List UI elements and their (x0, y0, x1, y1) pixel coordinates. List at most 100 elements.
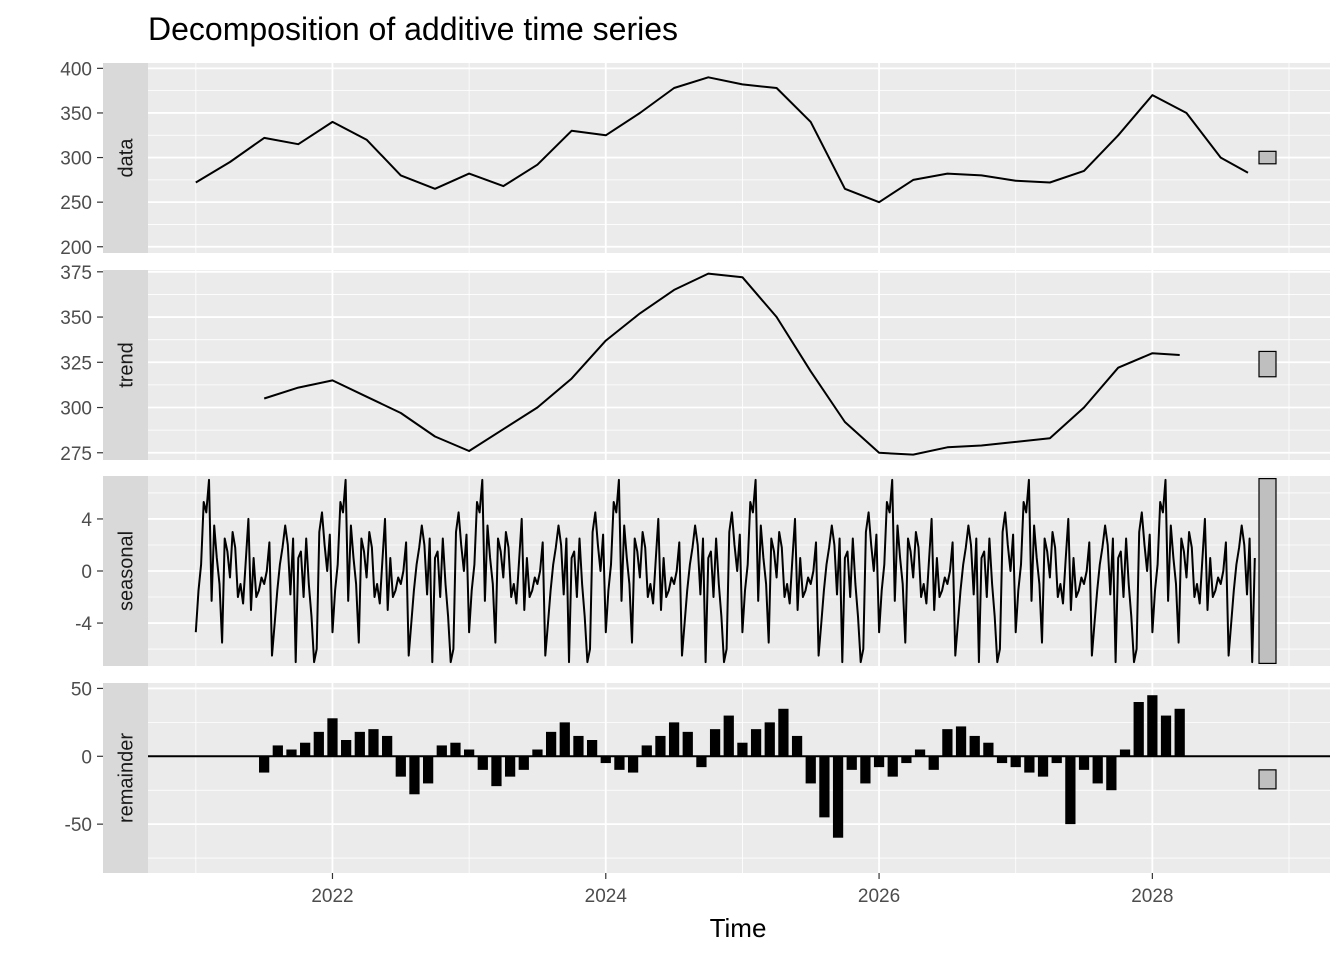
remainder-bar (709, 729, 721, 757)
remainder-bar (532, 749, 543, 757)
remainder-bar (463, 749, 475, 757)
remainder-bar (914, 749, 926, 757)
seasonal-series (194, 478, 1256, 664)
remainder-bar (942, 729, 953, 757)
strip-data (103, 63, 148, 253)
remainder-bar (627, 756, 639, 773)
y-tick-label: 375 (60, 263, 92, 284)
remainder-bar (1037, 756, 1049, 777)
remainder-bar (655, 735, 666, 757)
y-tick-label: -4 (75, 614, 92, 635)
y-tick-label: 0 (81, 747, 92, 768)
remainder-bar (1133, 702, 1144, 757)
remainder-bar (641, 745, 652, 757)
x-tick-label: 2028 (1131, 886, 1173, 907)
remainder-bar (559, 722, 570, 757)
range-bar (1258, 150, 1277, 165)
remainder-bar (518, 756, 529, 770)
remainder-bar (750, 729, 762, 757)
remainder-series (148, 695, 1330, 838)
remainder-bar (887, 756, 898, 777)
y-tick-label: 325 (60, 353, 92, 374)
y-tick-label: 300 (60, 149, 92, 170)
remainder-bar (300, 742, 311, 757)
remainder-bar (504, 756, 516, 777)
y-tick-label: -50 (65, 815, 92, 836)
remainder-bar (1119, 749, 1131, 757)
remainder-bar (1078, 756, 1090, 770)
remainder-bar (860, 756, 871, 784)
remainder-bar (259, 756, 270, 773)
remainder-bar (1051, 756, 1062, 764)
remainder-bar (737, 742, 748, 757)
remainder-bar (668, 722, 680, 757)
remainder-bar (996, 756, 1008, 764)
remainder-bar (286, 749, 297, 757)
remainder-bar (846, 756, 857, 770)
remainder-bar (573, 735, 584, 757)
data-series (195, 76, 1249, 204)
x-tick-label: 2026 (858, 886, 900, 907)
trend-line (263, 272, 1180, 456)
remainder-bar (423, 756, 434, 784)
remainder-bar (805, 756, 816, 784)
y-tick-label: 4 (81, 510, 92, 531)
panel-seasonal: -4 0 4 seasonal (75, 476, 1330, 666)
chart-title: Decomposition of additive time series (148, 11, 678, 47)
y-tick-label: 0 (81, 562, 92, 583)
x-axis-label: Time (710, 913, 767, 943)
remainder-bar (1010, 756, 1021, 768)
remainder-bar (1092, 756, 1103, 784)
facet-panels: 200250300350400data275300325350375trend-… (60, 59, 1330, 873)
remainder-bar (983, 742, 994, 757)
remainder-bar (409, 756, 420, 795)
remainder-bar (600, 756, 611, 764)
x-tick-label: 2024 (585, 886, 628, 907)
panel-background (148, 270, 1330, 460)
data-line (195, 76, 1249, 204)
remainder-bar (272, 745, 283, 757)
strip-seasonal (103, 476, 148, 666)
remainder-bar (969, 735, 980, 757)
range-bar (1258, 769, 1277, 790)
remainder-bar (586, 740, 598, 757)
remainder-bar (873, 756, 885, 768)
remainder-bar (764, 722, 775, 757)
seasonal-line (194, 478, 1256, 664)
x-axis: 2022 2024 2026 2028 (311, 873, 1173, 907)
remainder-bar (955, 726, 967, 757)
strip-label-trend: trend (116, 342, 138, 388)
remainder-bar (368, 729, 379, 757)
panel-remainder: -50 0 50 remainder (65, 679, 1330, 873)
strip-label-seasonal: seasonal (116, 531, 138, 611)
y-tick-label: 350 (60, 104, 92, 125)
remainder-bar (436, 745, 447, 757)
y-tick-label: 250 (60, 193, 92, 214)
remainder-bar (928, 756, 939, 770)
strip-label-data: data (116, 138, 138, 178)
remainder-bar (382, 735, 393, 757)
remainder-bar (477, 756, 488, 770)
remainder-bar (696, 756, 707, 768)
remainder-bar (682, 731, 693, 757)
remainder-bar (832, 756, 844, 838)
remainder-bar (327, 718, 338, 757)
x-tick-label: 2022 (311, 886, 353, 907)
y-tick-label: 350 (60, 308, 92, 329)
y-tick-label: 300 (60, 399, 92, 420)
remainder-bar (313, 731, 324, 757)
panel-background (148, 683, 1330, 873)
remainder-bar (791, 735, 803, 757)
range-bar (1258, 350, 1277, 378)
strip-label-remainder: remainder (116, 733, 138, 823)
y-tick-label: 50 (71, 679, 92, 700)
remainder-bar (545, 731, 557, 757)
trend-series (263, 272, 1180, 456)
remainder-bar (819, 756, 830, 818)
remainder-bar (1024, 756, 1035, 773)
remainder-bar (614, 756, 625, 770)
remainder-bar (1065, 756, 1076, 825)
range-bar (1258, 478, 1277, 664)
strip-trend (103, 270, 148, 460)
